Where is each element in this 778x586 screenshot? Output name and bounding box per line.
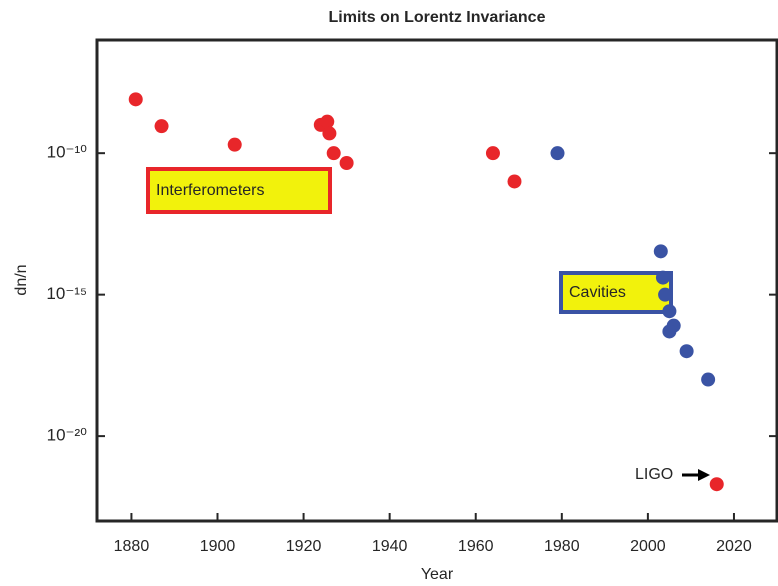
y-axis-label: dn/n [13,264,30,295]
data-point [709,477,724,492]
annotation-box [559,271,673,314]
x-tick-label: 2020 [716,538,752,555]
y-tick-label: 10⁻¹⁵ [46,284,87,303]
x-tick-label: 1960 [458,538,494,555]
x-tick-label: 1920 [286,538,322,555]
x-tick-label: 2000 [630,538,666,555]
data-point [320,114,335,129]
x-tick-label: 1880 [114,538,150,555]
data-point [485,146,500,161]
data-point [322,126,337,141]
plot-frame [95,38,778,523]
data-point [653,244,668,259]
arrow-head [698,469,710,481]
data-point [227,137,242,152]
annotation-box [146,167,332,214]
y-tick-label: 10⁻¹⁰ [47,143,88,162]
data-point [507,174,522,189]
data-point [655,270,670,285]
annotation: LIGO [635,466,673,483]
x-tick-label: 1980 [544,538,580,555]
data-point [679,344,694,359]
data-point [658,287,673,302]
x-tick-label: 1940 [372,538,408,555]
chart-title: Limits on Lorentz Invariance [329,9,546,26]
data-point [662,304,677,319]
data-point [326,146,341,161]
annotation: Interferometers [156,182,264,199]
y-tick-label: 10⁻²⁰ [47,426,88,445]
data-point [701,372,716,387]
data-point [128,92,143,107]
annotation: Cavities [569,284,626,301]
data-point [339,155,354,170]
data-point [662,324,677,339]
x-tick-label: 1900 [200,538,236,555]
x-axis-label: Year [421,566,454,583]
data-point [154,119,169,134]
data-point [550,146,565,161]
